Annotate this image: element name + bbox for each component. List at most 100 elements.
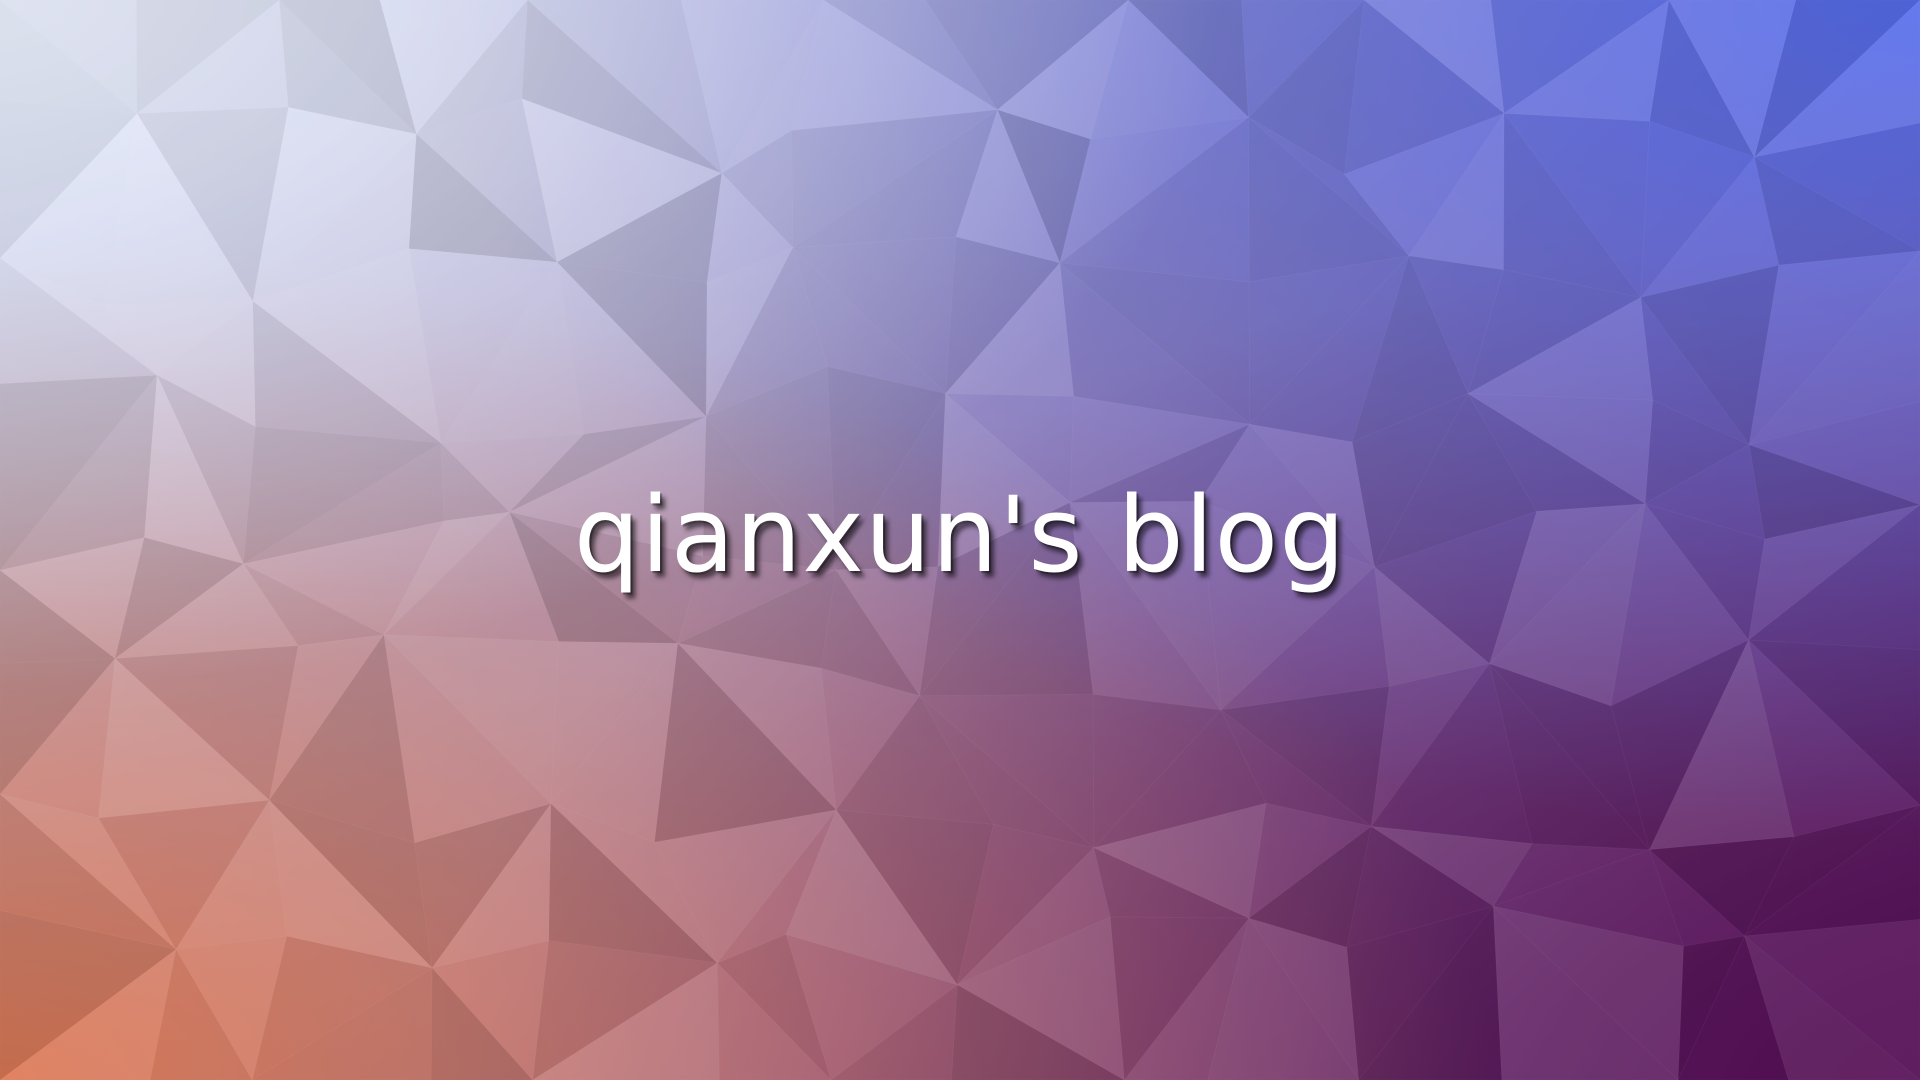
lowpoly-facet <box>957 917 1125 1080</box>
lowpoly-facet <box>1248 826 1372 948</box>
lowpoly-facet <box>1371 663 1533 844</box>
lowpoly-facet <box>1744 805 1920 936</box>
lowpoly-facet <box>919 502 1070 696</box>
lowpoly-facet <box>677 569 836 669</box>
lowpoly-facet <box>136 0 280 114</box>
lowpoly-facet <box>1493 906 1684 1080</box>
lowpoly-facet <box>1754 0 1920 158</box>
lowpoly-facet <box>252 936 433 1080</box>
lowpoly-facet <box>1649 836 1794 936</box>
lowpoly-facet <box>1364 0 1505 114</box>
lowpoly-facet <box>831 984 958 1080</box>
lowpoly-facet <box>1249 424 1375 567</box>
lowpoly-facet <box>1640 157 1779 298</box>
lowpoly-facet <box>1504 0 1669 122</box>
lowpoly-facet <box>677 643 837 810</box>
lowpoly-facet <box>836 393 946 570</box>
lowpoly-facet <box>0 375 158 571</box>
lowpoly-facet <box>509 416 707 556</box>
lowpoly-facet <box>1093 847 1249 919</box>
lowpoly-facet <box>176 800 287 950</box>
lowpoly-facet <box>1220 709 1372 827</box>
lowpoly-facet <box>532 963 720 1080</box>
lowpoly-facet <box>1489 663 1650 850</box>
lowpoly-facet <box>1408 255 1504 394</box>
lowpoly-facet <box>252 301 441 443</box>
lowpoly-facet <box>550 641 678 804</box>
lowpoly-facet <box>1749 250 1920 445</box>
lowpoly-facet <box>557 173 722 283</box>
lowpoly-facet <box>137 107 289 302</box>
lowpoly-facet <box>521 98 722 262</box>
lowpoly-facet <box>1504 113 1650 298</box>
lowpoly-facet <box>0 537 145 659</box>
lowpoly-facet <box>0 100 137 258</box>
lowpoly-facet <box>550 643 678 843</box>
lowpoly-facet <box>1493 849 1684 947</box>
lowpoly-facet <box>654 809 837 963</box>
lowpoly-facet <box>102 113 253 305</box>
lowpoly-facet <box>706 247 828 417</box>
lowpoly-facet <box>1754 123 1920 251</box>
lowpoly-facet <box>252 967 433 1080</box>
lowpoly-facet <box>509 512 703 644</box>
lowpoly-facet <box>279 0 417 134</box>
lowpoly-facet <box>836 566 938 696</box>
lowpoly-facet <box>1748 504 1920 640</box>
lowpoly-facet <box>945 393 1074 503</box>
lowpoly-facet <box>1744 936 1920 1080</box>
lowpoly-facet <box>1371 663 1490 827</box>
lowpoly-facet <box>1090 0 1249 140</box>
lowpoly-facet <box>1069 424 1250 503</box>
lowpoly-facet <box>1640 265 1779 445</box>
lowpoly-facet <box>416 98 557 262</box>
lowpoly-facet <box>1110 917 1249 1080</box>
lowpoly-facet <box>1645 400 1750 504</box>
lowpoly-facet <box>1248 803 1372 919</box>
lowpoly-facet <box>955 109 1060 263</box>
lowpoly-facet <box>1748 640 1920 806</box>
lowpoly-facet <box>919 694 1094 848</box>
lowpoly-facet <box>707 173 793 283</box>
lowpoly-facet <box>1748 504 1920 650</box>
lowpoly-facet <box>1645 503 1765 640</box>
lowpoly-facet <box>98 800 270 950</box>
lowpoly-facet <box>1678 936 1789 1080</box>
lowpoly-facet <box>521 0 722 174</box>
lowpoly-facet <box>252 107 417 302</box>
lowpoly-facet <box>509 512 678 644</box>
lowpoly-facet <box>1352 393 1468 567</box>
lowpoly-facet <box>1346 826 1494 948</box>
lowpoly-facet <box>1408 113 1505 270</box>
lowpoly-facet <box>792 236 956 394</box>
lowpoly-facet <box>791 0 998 131</box>
lowpoly-facet <box>279 0 417 134</box>
lowpoly-facet <box>1493 843 1650 907</box>
lowpoly-facet <box>1374 511 1537 664</box>
lowpoly-facet <box>821 668 920 810</box>
lowpoly-facet <box>792 109 998 248</box>
lowpoly-facet <box>957 847 1111 985</box>
lowpoly-facet <box>945 262 1074 397</box>
lowpoly-facet <box>1744 805 1920 936</box>
lowpoly-facet <box>1489 663 1650 850</box>
lowpoly-facet <box>0 257 158 376</box>
lowpoly-facet <box>721 130 793 248</box>
lowpoly-facet <box>1744 919 1920 1080</box>
lowpoly-facet <box>706 247 793 417</box>
lowpoly-facet <box>1220 686 1390 827</box>
lowpoly-facet <box>821 569 920 696</box>
lowpoly-facet <box>654 643 837 843</box>
lowpoly-facet <box>1371 826 1533 907</box>
lowpoly-facet <box>379 0 528 134</box>
lowpoly-facet <box>252 248 441 443</box>
lowpoly-facet <box>440 442 510 521</box>
lowpoly-facet <box>1374 393 1537 567</box>
lowpoly-facet <box>721 0 824 174</box>
lowpoly-facet <box>1749 444 1920 540</box>
lowpoly-facet <box>937 393 1070 567</box>
lowpoly-facet <box>548 803 718 963</box>
lowpoly-facet <box>0 375 158 571</box>
lowpoly-facet <box>1059 262 1250 425</box>
